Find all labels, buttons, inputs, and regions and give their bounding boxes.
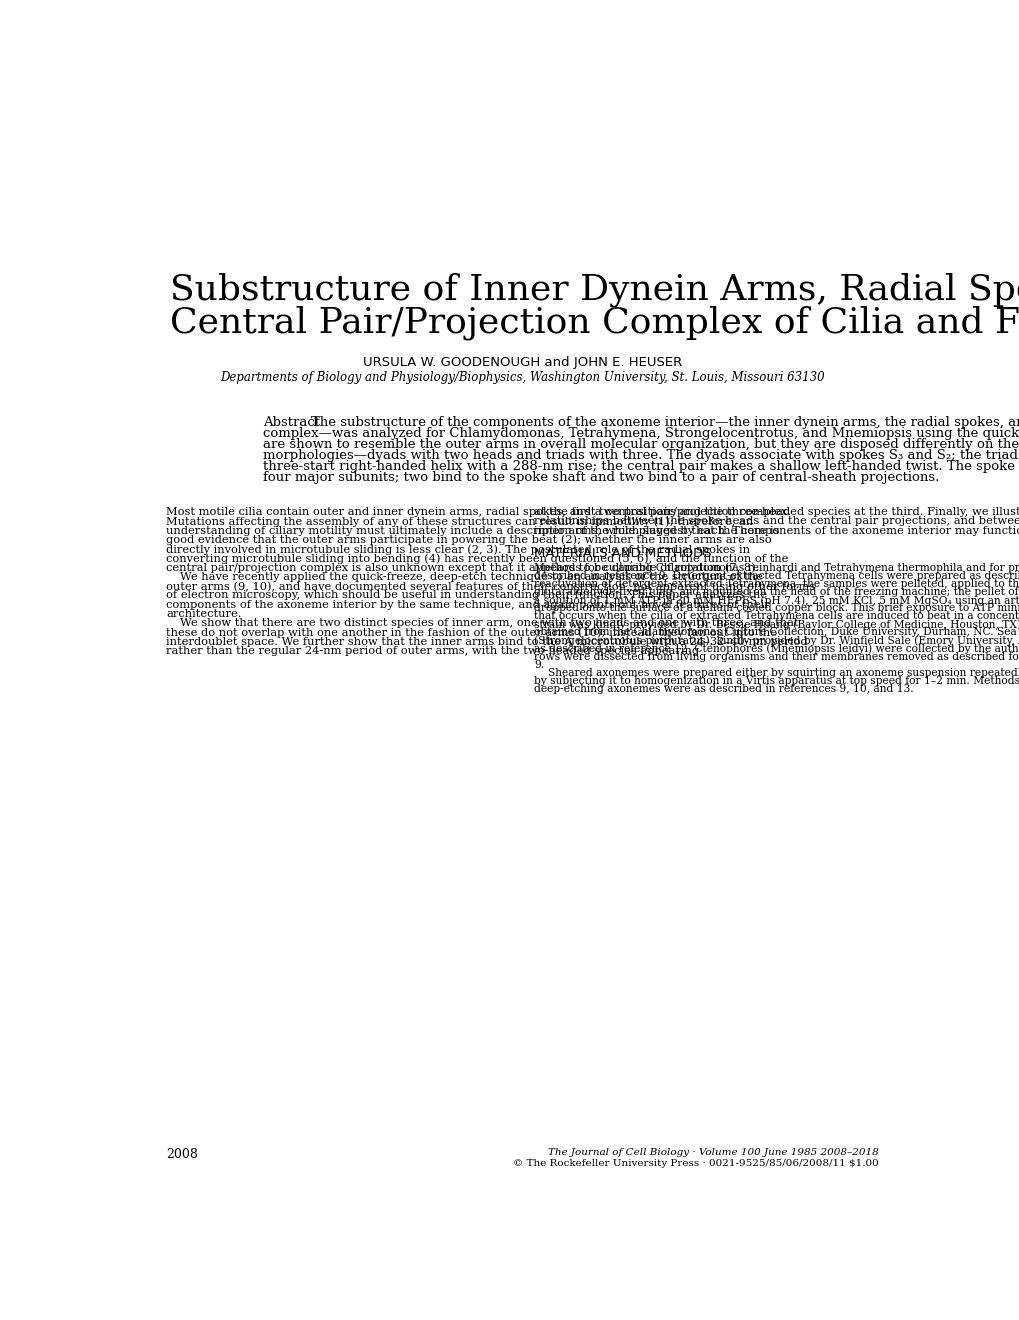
Text: MATERIALS AND METHODS: MATERIALS AND METHODS bbox=[534, 548, 711, 560]
Text: reactivation of detergent-extracted Tetrahymena, the samples were pelleted, appl: reactivation of detergent-extracted Tetr… bbox=[534, 578, 1019, 589]
Text: deep-etching axonemes were as described in references 9, 10, and 13.: deep-etching axonemes were as described … bbox=[534, 684, 913, 694]
Text: Central Pair/Projection Complex of Cilia and Flagella: Central Pair/Projection Complex of Cilia… bbox=[170, 305, 1019, 341]
Text: Methods for culturing Chlamydomonas reinhardi and Tetrahymena thermophila and fo: Methods for culturing Chlamydomonas rein… bbox=[534, 562, 1019, 573]
Text: converting microtubule sliding into bending (4) has recently been questioned (5,: converting microtubule sliding into bend… bbox=[166, 553, 788, 564]
Text: four major subunits; two bind to the spoke shaft and two bind to a pair of centr: four major subunits; two bind to the spo… bbox=[263, 471, 938, 484]
Text: as described in reference 12. Ctenophores (Mnemiopsis leidyi) were collected by : as described in reference 12. Ctenophore… bbox=[534, 644, 1019, 655]
Text: glutaraldehyde-fixed lung, and mounted on the head of the freezing machine; the : glutaraldehyde-fixed lung, and mounted o… bbox=[534, 587, 1019, 597]
Text: Substructure of Inner Dynein Arms, Radial Spokes, and the: Substructure of Inner Dynein Arms, Radia… bbox=[170, 272, 1019, 306]
Text: at the first two positions and the three-headed species at the third. Finally, w: at the first two positions and the three… bbox=[534, 507, 1019, 517]
Text: relationships between the spoke heads and the central pair projections, and betw: relationships between the spoke heads an… bbox=[534, 516, 1019, 527]
Text: morphologies—dyads with two heads and triads with three. The dyads associate wit: morphologies—dyads with two heads and tr… bbox=[263, 449, 1019, 462]
Text: © The Rockefeller University Press · 0021-9525/85/06/2008/11 $1.00: © The Rockefeller University Press · 002… bbox=[513, 1159, 878, 1168]
Text: Abstract: Abstract bbox=[263, 416, 320, 429]
Text: architecture.: architecture. bbox=[166, 609, 242, 619]
Text: We have recently applied the quick-freeze, deep-etch technique to an analysis of: We have recently applied the quick-freez… bbox=[180, 572, 762, 582]
Text: a solution of 1 mM ATP in 30 mM HEPES (pH 7.4), 25 mM KCl, 5 mM MgSO₄ using an a: a solution of 1 mM ATP in 30 mM HEPES (p… bbox=[534, 595, 1019, 606]
Text: three-start right-handed helix with a 288-nm rise; the central pair makes a shal: three-start right-handed helix with a 28… bbox=[263, 461, 1019, 474]
Text: components of the axoneme interior by the same technique, and again points out n: components of the axoneme interior by th… bbox=[166, 599, 769, 610]
Text: The substructure of the components of the axoneme interior—the inner dynein arms: The substructure of the components of th… bbox=[311, 416, 1019, 429]
Text: Sheared axonemes were prepared either by squirting an axoneme suspension repeate: Sheared axonemes were prepared either by… bbox=[548, 668, 1019, 677]
Text: URSULA W. GOODENOUGH and JOHN E. HEUSER: URSULA W. GOODENOUGH and JOHN E. HEUSER bbox=[363, 355, 682, 368]
Text: (Strongelocentrotus purpuratus), kindly provided by Dr. Winfield Sale (Emory Uni: (Strongelocentrotus purpuratus), kindly … bbox=[534, 635, 1019, 645]
Text: obtained from the Chlamydomonas Culture Collection, Duke University, Durham, NC.: obtained from the Chlamydomonas Culture … bbox=[534, 627, 1019, 638]
Text: 2008: 2008 bbox=[166, 1148, 198, 1160]
Text: rows were dissected from living organisms and their membranes removed as describ: rows were dissected from living organism… bbox=[534, 652, 1019, 661]
Text: Departments of Biology and Physiology/Biophysics, Washington University, St. Lou: Departments of Biology and Physiology/Bi… bbox=[220, 371, 824, 384]
Text: directly involved in microtubule sliding is less clear (2, 3). The postulated ro: directly involved in microtubule sliding… bbox=[166, 544, 750, 554]
Text: by subjecting it to homogenization in a Virtis apparatus at top speed for 1–2 mi: by subjecting it to homogenization in a … bbox=[534, 676, 1019, 686]
Text: interdoublet space. We further show that the inner arms bind to the A microtubul: interdoublet space. We further show that… bbox=[166, 636, 807, 647]
Text: complex—was analyzed for Chlamydomonas, Tetrahymena, Strongelocentrotus, and Mne: complex—was analyzed for Chlamydomonas, … bbox=[263, 426, 1019, 440]
Text: strain was kindly provided by Dr. Bessie Huang (Baylor College of Medicine, Hous: strain was kindly provided by Dr. Bessie… bbox=[534, 619, 1019, 630]
Text: that occurs when the cilia of extracted Tetrahymena cells are induced to beat in: that occurs when the cilia of extracted … bbox=[534, 611, 1019, 622]
Text: good evidence that the outer arms participate in powering the beat (2); whether : good evidence that the outer arms partic… bbox=[166, 535, 771, 545]
Text: are shown to resemble the outer arms in overall molecular organization, but they: are shown to resemble the outer arms in … bbox=[263, 438, 1019, 451]
Text: inner arms, which suggest that the components of the axoneme interior may functi: inner arms, which suggest that the compo… bbox=[534, 525, 1019, 536]
Text: dropped onto the surface of a helium-cooled copper block. This brief exposure to: dropped onto the surface of a helium-coo… bbox=[534, 603, 1019, 612]
Text: described in reference 9. Detergent-extracted Tetrahymena cells were prepared as: described in reference 9. Detergent-extr… bbox=[534, 570, 1019, 581]
Text: Mutations affecting the assembly of any of these structures can result in immoti: Mutations affecting the assembly of any … bbox=[166, 516, 753, 527]
Text: The Journal of Cell Biology · Volume 100 June 1985 2008–2018: The Journal of Cell Biology · Volume 100… bbox=[548, 1148, 878, 1156]
Text: these do not overlap with one another in the fashion of the outer arms (10); ins: these do not overlap with one another in… bbox=[166, 627, 776, 638]
Text: outer arms (9, 10), and have documented several features of their construction, : outer arms (9, 10), and have documented … bbox=[166, 581, 814, 591]
Text: central pair/projection complex is also unknown except that it appears to be cap: central pair/projection complex is also … bbox=[166, 562, 759, 573]
Text: 9.: 9. bbox=[534, 660, 544, 669]
Text: rather than the regular 24-nm period of outer arms, with the two-headed species : rather than the regular 24-nm period of … bbox=[166, 645, 699, 656]
Text: We show that there are two distinct species of inner arm, one with two heads and: We show that there are two distinct spec… bbox=[180, 618, 798, 628]
Text: of electron microscopy, which should be useful in understanding their function. : of electron microscopy, which should be … bbox=[166, 590, 766, 601]
Text: understanding of ciliary motility must ultimately include a description of the r: understanding of ciliary motility must u… bbox=[166, 525, 779, 536]
Text: Most motile cilia contain outer and inner dynein arms, radial spokes, and a cent: Most motile cilia contain outer and inne… bbox=[166, 507, 791, 517]
